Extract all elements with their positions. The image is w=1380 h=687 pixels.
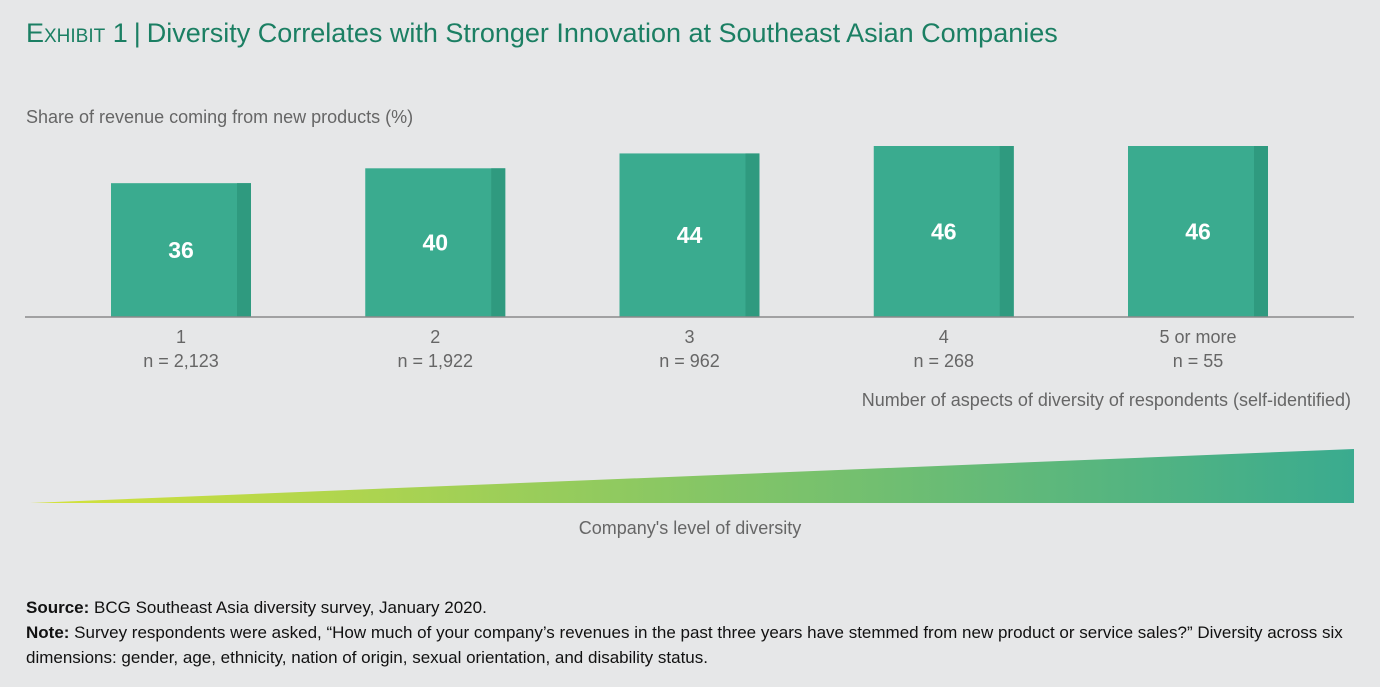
exhibit-label: Exhibit 1 — [26, 18, 128, 48]
diversity-gradient-wedge — [30, 449, 1354, 503]
x-tick-label-3: 3 — [684, 327, 694, 347]
x-tick-label-4: 4 — [939, 327, 949, 347]
bar-shade-4 — [999, 146, 1014, 317]
sample-size-label-5: n = 55 — [1173, 351, 1224, 371]
sample-size-label-2: n = 1,922 — [397, 351, 473, 371]
y-axis-label: Share of revenue coming from new product… — [26, 107, 414, 127]
source-label: Source: — [26, 598, 90, 617]
bar-shade-3 — [745, 153, 760, 317]
note-text: Survey respondents were asked, “How much… — [26, 623, 1343, 667]
bar-shade-1 — [237, 183, 251, 317]
bar-1 — [111, 183, 251, 317]
bar-3 — [619, 153, 760, 317]
bar-value-label-5: 46 — [1185, 219, 1211, 245]
x-tick-label-2: 2 — [430, 327, 440, 347]
x-tick-label-1: 1 — [176, 327, 186, 347]
bar-2 — [365, 168, 506, 317]
note-label: Note: — [26, 623, 70, 642]
x-axis-title: Number of aspects of diversity of respon… — [861, 390, 1351, 410]
bar-value-label-1: 36 — [168, 237, 194, 263]
bar-value-label-2: 40 — [422, 230, 448, 256]
bar-4 — [873, 146, 1014, 317]
bar-shade-2 — [491, 168, 506, 317]
note-line: Note: Survey respondents were asked, “Ho… — [26, 620, 1356, 670]
chart-title: Exhibit 1 | Diversity Correlates with Stro… — [26, 18, 1058, 49]
bar-shade-5 — [1254, 146, 1268, 317]
x-tick-label-5: 5 or more — [1159, 327, 1236, 347]
title-separator: | — [133, 18, 141, 48]
sample-size-label-3: n = 962 — [659, 351, 720, 371]
bar-5 — [1128, 146, 1268, 317]
bars-group: 36 40 44 46 46 — [111, 146, 1268, 317]
x-tick-labels: 1 n = 2,123 2 n = 1,922 3 n = 962 4 n = 268 5 or… — [143, 327, 1236, 371]
source-line: Source: BCG Southeast Asia diversity sur… — [26, 595, 1356, 620]
diversity-scale-label: Company's level of diversity — [578, 518, 802, 538]
sample-size-label-1: n = 2,123 — [143, 351, 219, 371]
title-text: Diversity Correlates with Stronger Innov… — [146, 18, 1058, 48]
sample-size-label-4: n = 268 — [913, 351, 974, 371]
footnotes: Source: BCG Southeast Asia diversity sur… — [26, 595, 1356, 670]
source-text: BCG Southeast Asia diversity survey, Jan… — [89, 598, 487, 617]
bar-value-label-3: 44 — [677, 222, 703, 248]
bar-value-label-4: 46 — [931, 219, 957, 245]
